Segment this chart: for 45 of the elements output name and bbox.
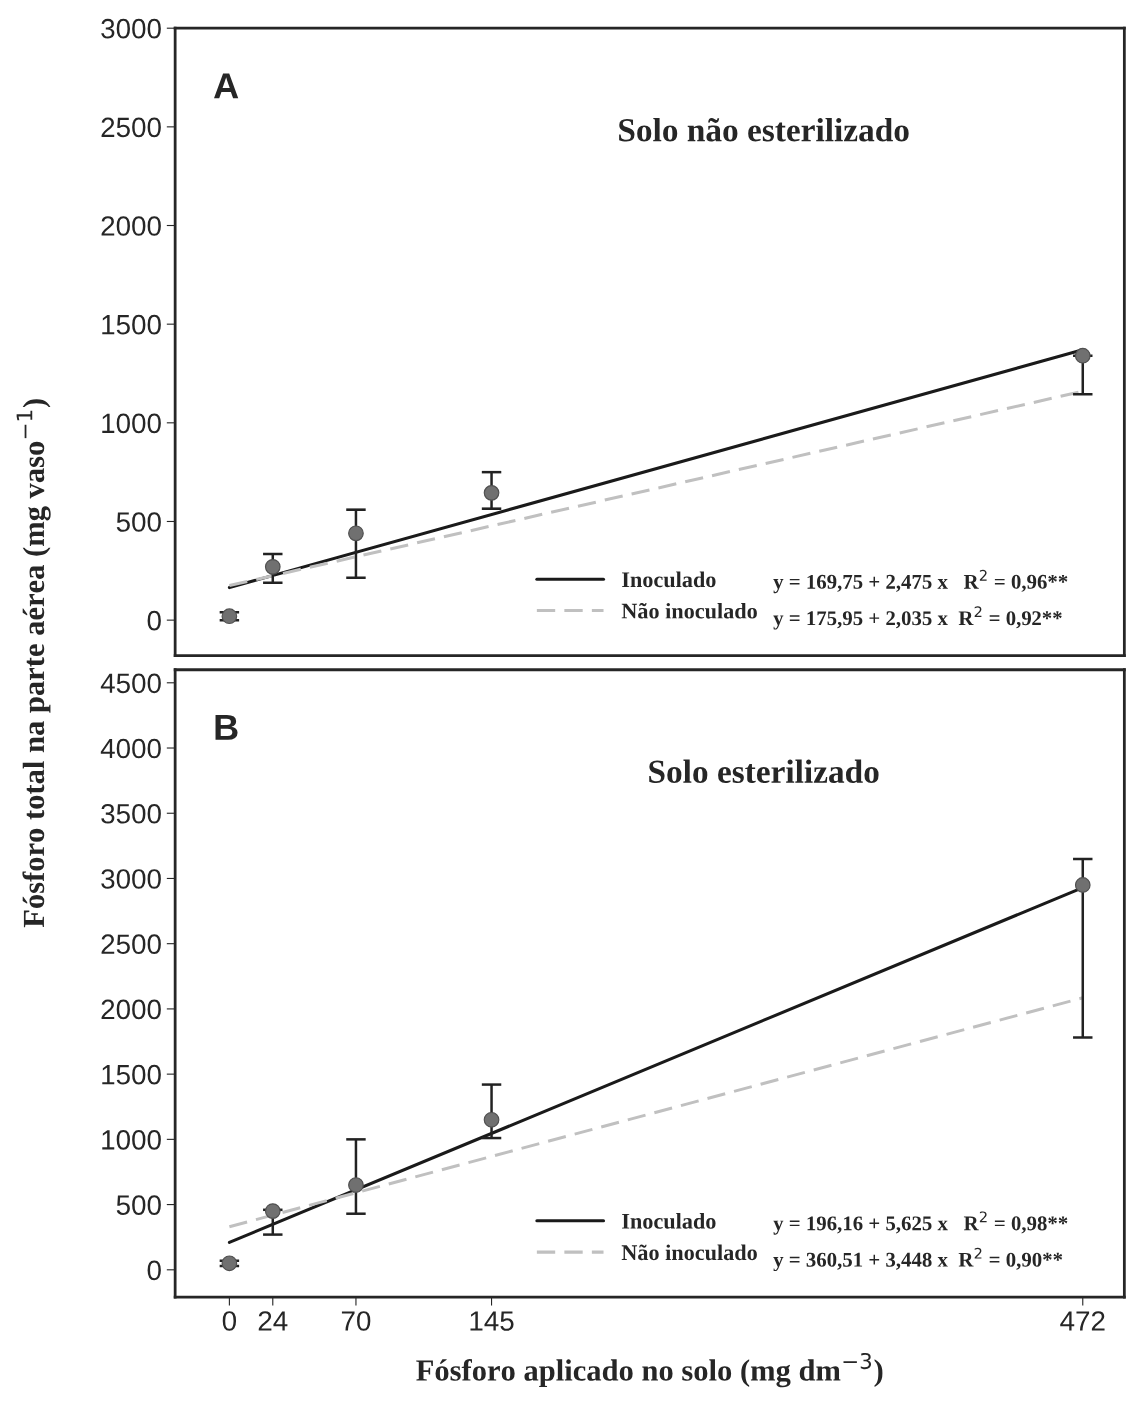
x-tick-label: 472 xyxy=(1060,1311,1105,1331)
legend-label: Não inoculado xyxy=(621,602,757,619)
point xyxy=(264,1203,281,1219)
y-tick-label: 4500 xyxy=(100,673,161,694)
y-tick-label: 4000 xyxy=(100,738,161,759)
y-tick-label: 1500 xyxy=(102,314,161,335)
legend-label: Inoculado xyxy=(622,571,716,588)
point xyxy=(221,1255,238,1272)
y-tick-label: 500 xyxy=(116,512,161,532)
x-tick-label: 24 xyxy=(258,1311,288,1331)
legend-label: Não inoculado xyxy=(621,1244,757,1261)
y-tick-label: 2500 xyxy=(101,117,161,138)
x-axis-title: Fósforo aplicado no solo (mg dm$^{−3}$) xyxy=(416,1352,883,1388)
y-tick-label: 1000 xyxy=(102,413,161,434)
annotation: A xyxy=(214,73,239,99)
y-tick-label: 0 xyxy=(147,1260,161,1281)
y-tick-label: 2000 xyxy=(101,999,161,1020)
annotation: y = 169,75 + 2,475 x R$^{2}$ = 0,96** xyxy=(773,569,1068,594)
point xyxy=(483,484,500,501)
annotation: y = 175,95 + 2,035 x R$^{2}$ = 0,92** xyxy=(773,606,1062,630)
annotation: y = 360,51 + 3,448 x R$^{2}$ = 0,90** xyxy=(773,1247,1063,1272)
y-tick-label: 2500 xyxy=(101,934,161,955)
y-axis-title: Fósforo total na parte aérea (mg vaso$^{−1}$) xyxy=(16,399,51,928)
x-tick-label: 145 xyxy=(470,1311,514,1331)
annotation: Solo esterilizado xyxy=(649,759,879,784)
point xyxy=(348,1177,364,1193)
y-tick-label: 1500 xyxy=(102,1064,161,1085)
annotation: Solo não esterilizado xyxy=(619,117,909,142)
point xyxy=(264,558,281,575)
y-tick-label: 2000 xyxy=(101,216,161,236)
point xyxy=(1074,877,1091,893)
y-tick-label: 1000 xyxy=(102,1130,161,1150)
y-tick-label: 0 xyxy=(147,610,161,631)
y-tick-label: 3000 xyxy=(101,18,161,39)
point xyxy=(348,525,364,542)
x-tick-label: 70 xyxy=(341,1311,371,1331)
point xyxy=(1074,347,1091,364)
annotation: y = 196,16 + 5,625 x R$^{2}$ = 0,98** xyxy=(773,1211,1068,1235)
y-tick-label: 3000 xyxy=(101,869,161,889)
legend-label: Inoculado xyxy=(622,1213,716,1229)
point xyxy=(483,1111,500,1128)
x-tick-label: 0 xyxy=(222,1311,237,1331)
y-tick-label: 500 xyxy=(116,1195,161,1215)
y-tick-label: 3500 xyxy=(101,803,161,824)
annotation: B xyxy=(215,715,238,740)
